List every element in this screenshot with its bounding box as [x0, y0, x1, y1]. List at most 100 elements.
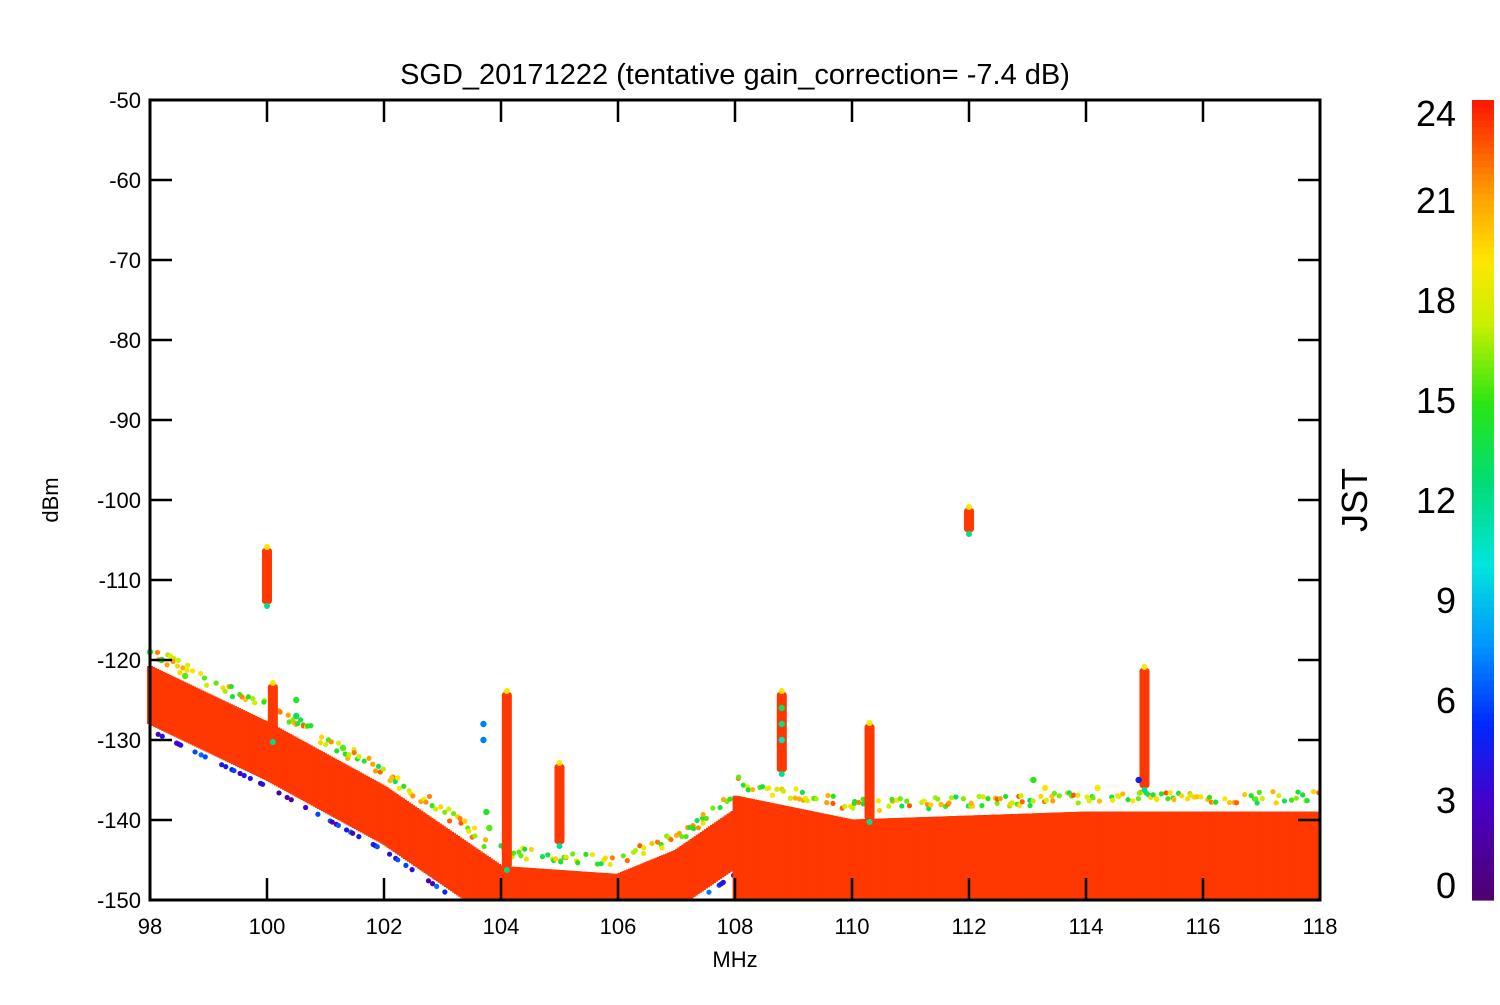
- data-point: [298, 717, 304, 723]
- colorbar-segment: [1472, 253, 1494, 261]
- data-point: [1222, 796, 1228, 802]
- data-point: [429, 803, 435, 809]
- data-point: [155, 731, 161, 737]
- data-point: [649, 840, 655, 847]
- colorbar-tick-label: 21: [1416, 180, 1456, 221]
- colorbar-segment: [1472, 866, 1494, 874]
- colorbar-segment: [1472, 666, 1494, 674]
- data-point: [796, 796, 802, 802]
- data-point: [375, 763, 382, 770]
- data-point: [830, 800, 836, 806]
- colorbar-segment: [1472, 693, 1494, 701]
- data-point: [229, 694, 236, 700]
- colorbar-segment: [1472, 406, 1494, 414]
- data-point: [824, 800, 830, 806]
- data-point: [356, 834, 362, 840]
- data-point: [813, 796, 819, 802]
- data-point: [446, 806, 452, 812]
- data-point: [276, 790, 282, 796]
- data-point-peak: [267, 684, 278, 740]
- data-point: [223, 764, 229, 770]
- data-point: [177, 670, 183, 676]
- data-point: [1070, 792, 1077, 798]
- colorbar-tick-label: 9: [1436, 580, 1456, 621]
- data-point: [1253, 796, 1259, 802]
- data-point: [486, 824, 493, 832]
- colorbar-segment: [1472, 586, 1494, 594]
- colorbar-segment: [1472, 173, 1494, 181]
- data-point: [380, 766, 386, 772]
- data-point: [994, 800, 1000, 806]
- colorbar-segment: [1472, 833, 1494, 841]
- data-point: [174, 663, 181, 669]
- colorbar-segment: [1472, 800, 1494, 808]
- data-point: [1003, 793, 1009, 800]
- colorbar-segment: [1472, 560, 1494, 568]
- data-point: [793, 786, 799, 792]
- colorbar-segment: [1472, 246, 1494, 254]
- data-point: [1125, 797, 1131, 803]
- data-point: [202, 754, 208, 760]
- data-point: [1135, 796, 1142, 802]
- x-tick-label: 112: [951, 914, 986, 939]
- data-point: [185, 662, 191, 668]
- colorbar-segment: [1472, 893, 1494, 901]
- data-point: [948, 795, 955, 801]
- data-point: [830, 793, 836, 799]
- colorbar-segment: [1472, 240, 1494, 248]
- colorbar-segment: [1472, 673, 1494, 681]
- colorbar-segment: [1472, 840, 1494, 848]
- data-point: [346, 752, 352, 758]
- x-tick-label: 100: [249, 914, 286, 939]
- data-point: [906, 803, 913, 809]
- colorbar-segment: [1472, 613, 1494, 621]
- colorbar-segment: [1472, 826, 1494, 834]
- data-point: [679, 834, 685, 840]
- data-point: [395, 775, 401, 781]
- data-point: [261, 699, 267, 705]
- colorbar-segment: [1472, 546, 1494, 554]
- colorbar-segment: [1472, 580, 1494, 588]
- data-point: [462, 818, 468, 824]
- colorbar-segment: [1472, 340, 1494, 348]
- data-point: [968, 800, 974, 806]
- data-point: [288, 797, 294, 803]
- colorbar-segment: [1472, 273, 1494, 281]
- colorbar-segment: [1472, 520, 1494, 528]
- data-point: [876, 807, 883, 814]
- y-tick-label: -60: [109, 168, 141, 193]
- colorbar-segment: [1472, 106, 1494, 114]
- data-point: [897, 796, 903, 802]
- data-point-peak: [501, 692, 512, 868]
- colorbar-segment: [1472, 820, 1494, 828]
- data-point: [624, 857, 630, 864]
- data-point: [481, 843, 487, 850]
- data-point: [720, 879, 726, 886]
- data-point: [1242, 792, 1248, 798]
- colorbar-segment: [1472, 633, 1494, 641]
- data-point: [1293, 795, 1299, 801]
- data-point: [403, 862, 409, 869]
- data-point: [175, 657, 181, 663]
- data-point: [804, 798, 811, 804]
- data-point: [1194, 794, 1200, 800]
- data-point: [1135, 776, 1142, 784]
- data-point: [1084, 794, 1090, 800]
- data-point-peak: [776, 692, 787, 772]
- data-point: [245, 694, 252, 700]
- data-point: [740, 782, 746, 788]
- data-point: [703, 815, 709, 822]
- data-point: [766, 785, 772, 791]
- data-point: [985, 796, 991, 802]
- data-point: [1115, 794, 1122, 800]
- data-point: [609, 855, 616, 861]
- data-point: [237, 770, 243, 777]
- colorbar-segment: [1472, 366, 1494, 374]
- data-point: [1171, 796, 1177, 803]
- colorbar-segment: [1472, 186, 1494, 194]
- data-point: [960, 796, 967, 802]
- data-point: [825, 792, 831, 799]
- colorbar-segment: [1472, 506, 1494, 514]
- colorbar-tick-label: 3: [1436, 780, 1456, 821]
- data-point: [522, 846, 528, 852]
